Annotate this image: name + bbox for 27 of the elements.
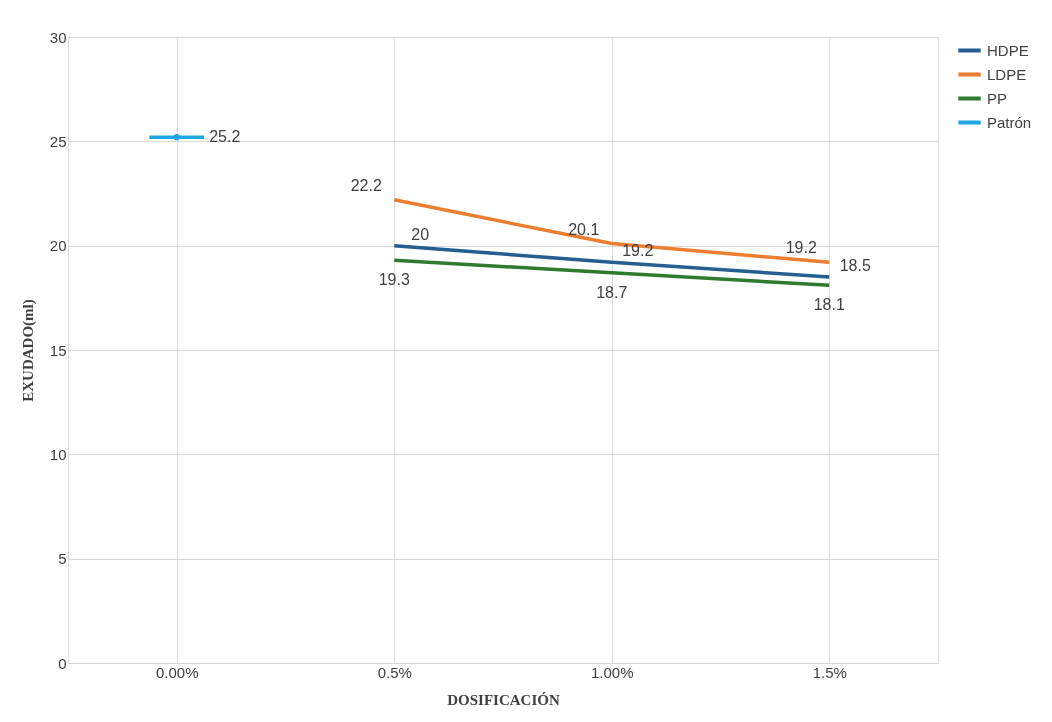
y-tick-label: 5 [58,550,67,568]
legend-label: Patrón [987,113,1032,131]
data-label: 25.2 [209,128,241,146]
y-tick-label: 30 [49,28,67,46]
data-label: 18.1 [813,296,845,314]
data-label: 18.7 [596,283,628,301]
data-label: 20.1 [568,220,600,238]
legend-label: LDPE [987,65,1027,83]
legend-label: PP [987,89,1008,107]
data-label: 19.2 [622,242,654,260]
data-label: 19.3 [378,271,410,289]
x-tick-label: 0.5% [377,663,412,681]
x-tick-label: 0.00% [155,663,199,681]
legend-label: HDPE [987,41,1029,59]
y-tick-label: 25 [49,132,67,150]
y-tick-label: 0 [58,654,67,672]
x-axis-title: DOSIFICACIÓN [447,691,560,708]
x-tick-label: 1.5% [812,663,847,681]
data-label: 20 [411,225,430,243]
y-tick-label: 20 [49,237,67,255]
x-tick-label: 1.00% [590,663,634,681]
y-axis-title: EXUDADO(ml) [19,299,37,402]
y-tick-label: 10 [49,445,67,463]
data-label: 18.5 [839,256,871,274]
data-label: 19.2 [785,239,817,257]
y-tick-label: 15 [49,341,67,359]
data-label: 22.2 [350,176,382,194]
